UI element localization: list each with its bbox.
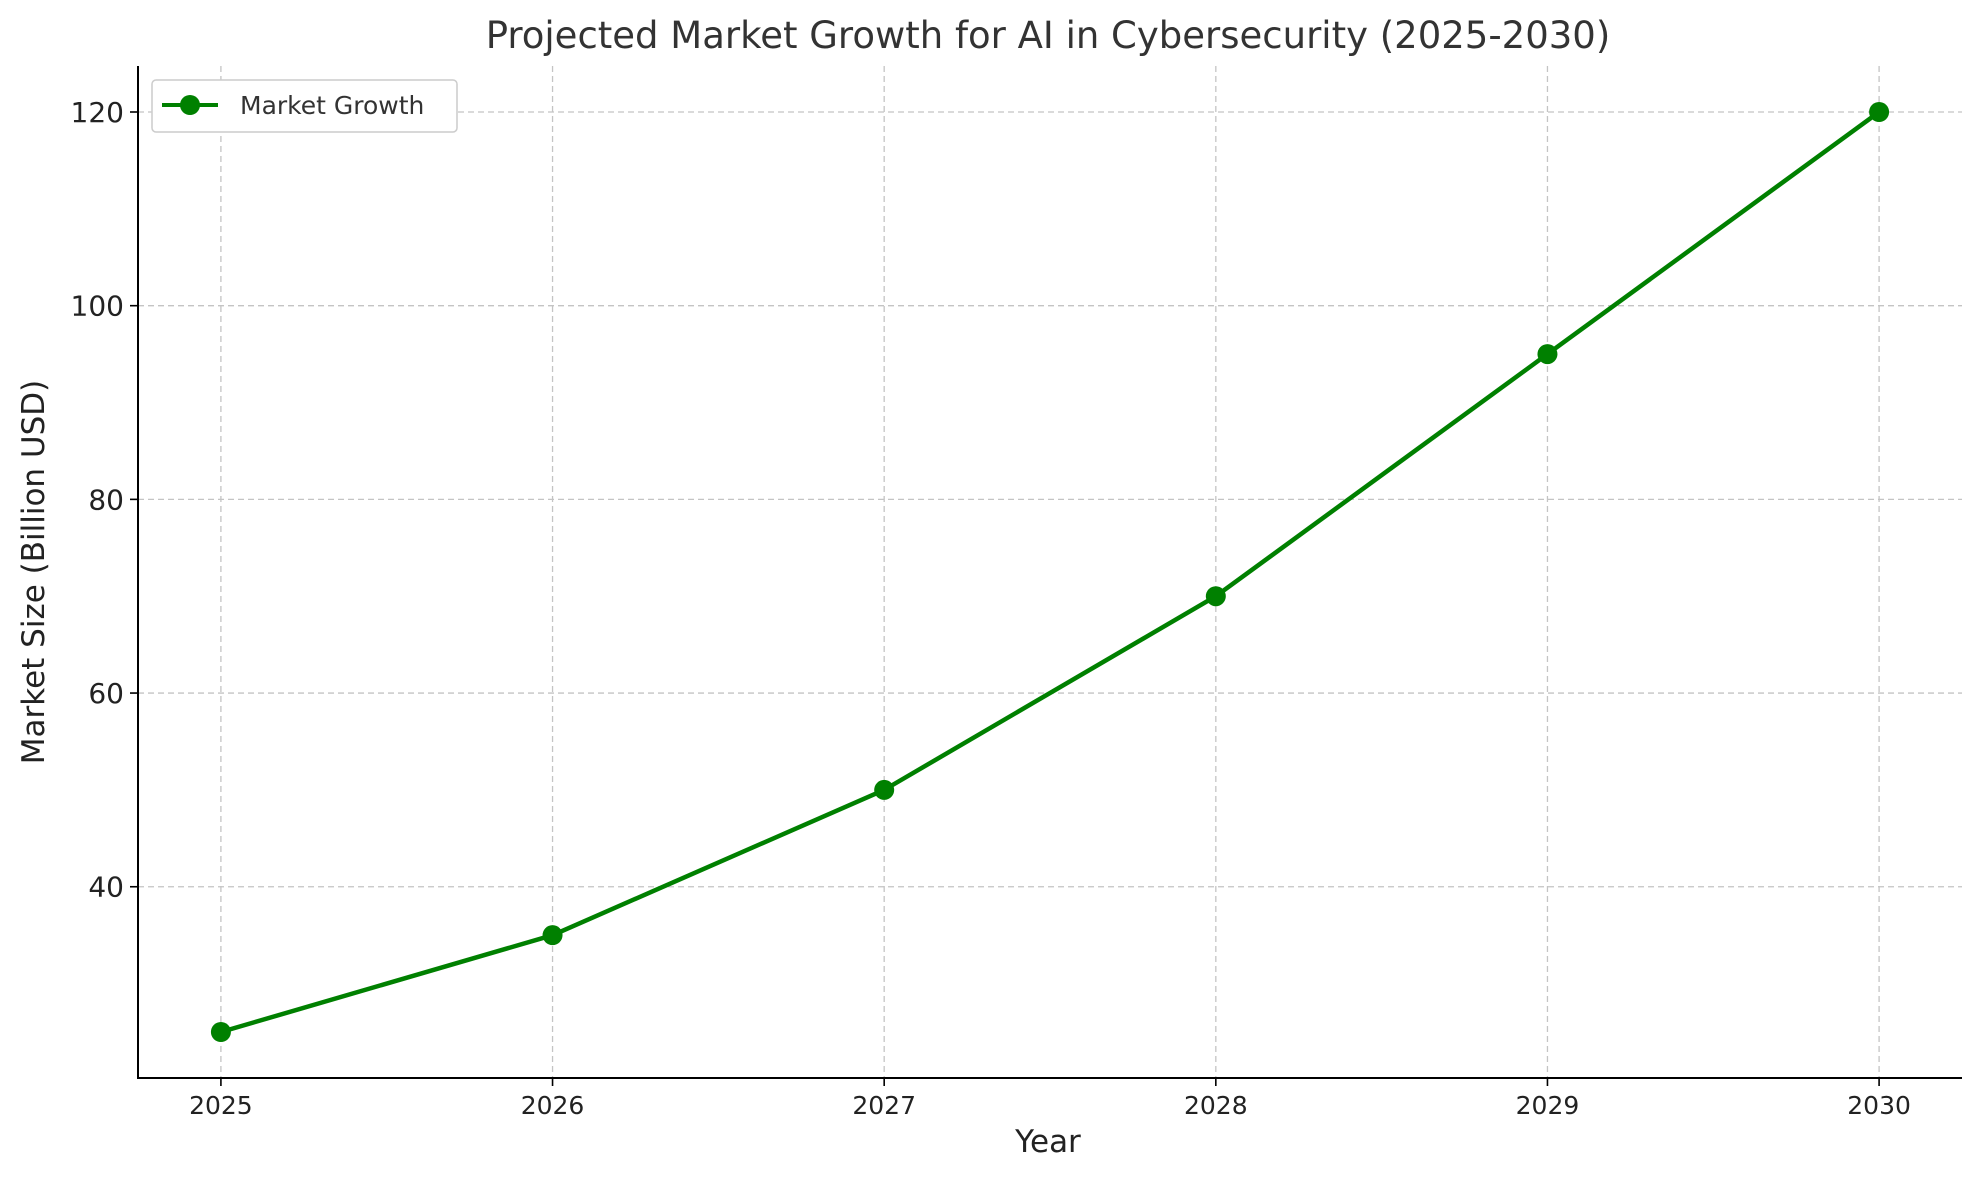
series-line-layer — [218, 109, 1882, 1035]
legend-box — [151, 79, 458, 133]
grid-lines — [138, 66, 1962, 1078]
y-tick-label: 120 — [71, 96, 124, 129]
legend-marker-swatch — [180, 95, 200, 115]
data-point — [1205, 586, 1226, 607]
data-point — [1869, 102, 1890, 122]
y-tick-label: 80 — [88, 483, 124, 516]
x-axis-ticks: 2025 2026 2027 2028 2029 2030 — [189, 1078, 1911, 1120]
series-line-market-growth — [218, 109, 1882, 1035]
x-tick-label: 2025 — [189, 1091, 253, 1120]
x-tick-label: 2026 — [521, 1091, 585, 1120]
data-point — [874, 779, 895, 800]
y-axis-label: Market Size (Billion USD) — [16, 380, 52, 765]
data-point — [210, 1022, 231, 1042]
x-tick-label: 2029 — [1516, 1091, 1580, 1120]
chart-title: Projected Market Growth for AI in Cybers… — [486, 14, 1611, 57]
data-point — [542, 925, 563, 946]
legend: Market Growth — [151, 79, 458, 133]
legend-label: Market Growth — [240, 91, 424, 120]
x-tick-label: 2030 — [1847, 1091, 1911, 1120]
data-point — [1537, 344, 1558, 365]
x-axis-label: Year — [1014, 1124, 1081, 1160]
y-tick-label: 60 — [88, 677, 124, 710]
y-tick-label: 40 — [88, 871, 124, 904]
y-tick-label: 100 — [71, 290, 124, 323]
x-tick-label: 2027 — [852, 1091, 916, 1120]
axis-spines — [137, 66, 1962, 1079]
data-markers — [210, 102, 1890, 1042]
y-axis-ticks: 40 60 80 100 120 — [71, 96, 138, 904]
x-tick-label: 2028 — [1184, 1091, 1248, 1120]
